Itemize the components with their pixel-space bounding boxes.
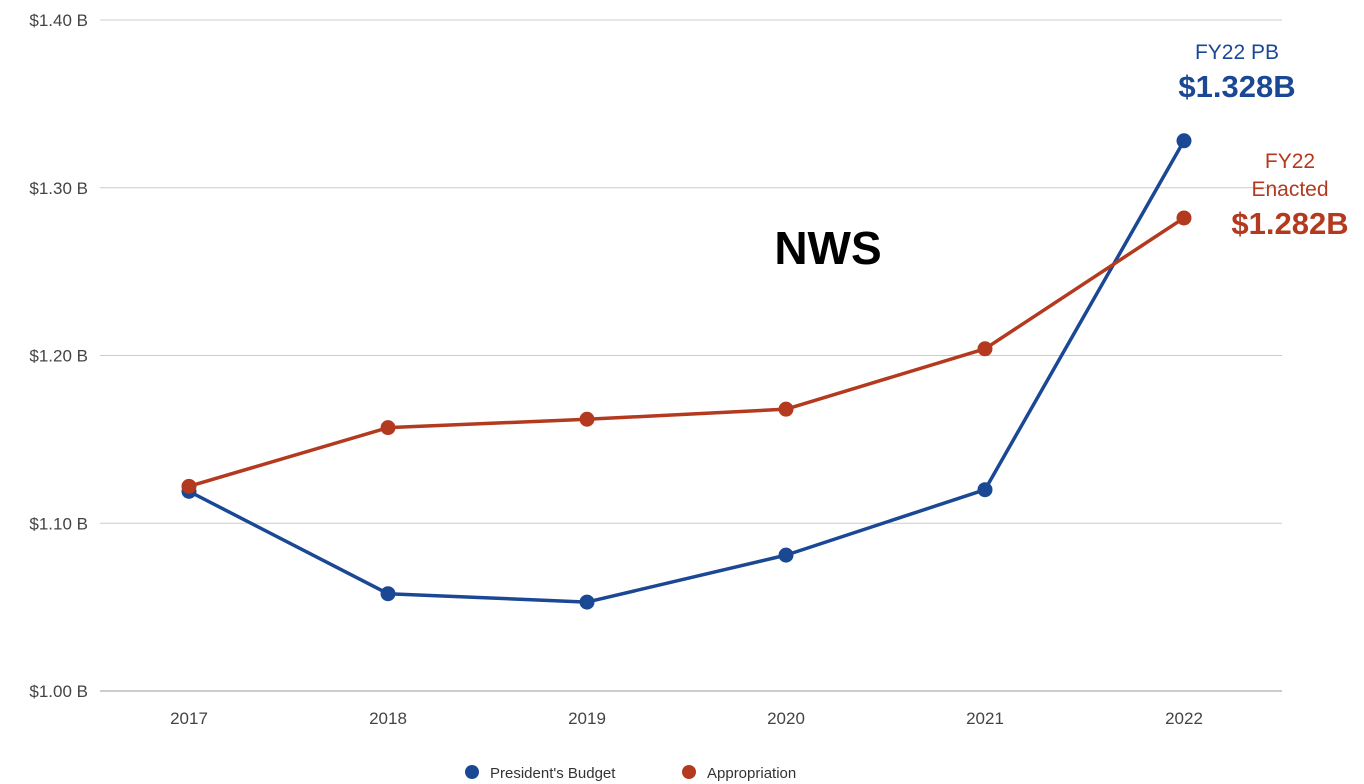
- x-axis: 2017 2018 2019 2020 2021 2022: [170, 709, 1203, 728]
- annotation-enacted-label-2: Enacted: [1251, 178, 1328, 201]
- data-point-appropriation: [1176, 210, 1192, 226]
- series-layer: [181, 133, 1192, 610]
- annotation-enacted: FY22 Enacted $1.282B: [1231, 150, 1348, 241]
- annotation-pb-label: FY22 PB: [1195, 41, 1279, 64]
- data-point-appropriation: [778, 401, 794, 417]
- annotation-pb: FY22 PB $1.328B: [1178, 41, 1295, 104]
- data-point-presidents-budget: [579, 594, 595, 610]
- legend-item-presidents-budget: President's Budget: [465, 765, 616, 782]
- chart-title: NWS: [774, 222, 881, 274]
- x-tick-label: 2019: [568, 709, 606, 728]
- legend-label-appropriation: Appropriation: [707, 765, 796, 782]
- data-point-appropriation: [181, 478, 197, 494]
- y-tick-label: $1.40 B: [29, 11, 88, 30]
- legend-marker-appropriation: [682, 765, 696, 779]
- series-line-appropriation: [187, 216, 1186, 489]
- x-tick-label: 2018: [369, 709, 407, 728]
- x-tick-label: 2017: [170, 709, 208, 728]
- annotation-pb-value: $1.328B: [1178, 69, 1295, 104]
- legend-label-presidents-budget: President's Budget: [490, 765, 616, 782]
- y-tick-label: $1.20 B: [29, 347, 88, 366]
- annotation-enacted-label-1: FY22: [1265, 150, 1315, 173]
- data-point-presidents-budget: [1176, 133, 1192, 149]
- data-point-appropriation: [380, 420, 396, 436]
- y-tick-label: $1.10 B: [29, 514, 88, 533]
- y-tick-label: $1.30 B: [29, 179, 88, 198]
- data-point-appropriation: [579, 411, 595, 427]
- annotation-enacted-value: $1.282B: [1231, 206, 1348, 241]
- y-tick-label: $1.00 B: [29, 682, 88, 701]
- x-tick-label: 2022: [1165, 709, 1203, 728]
- series-line-presidents-budget: [187, 139, 1186, 604]
- x-tick-label: 2021: [966, 709, 1004, 728]
- data-point-presidents-budget: [977, 482, 993, 498]
- data-point-presidents-budget: [778, 547, 794, 563]
- x-tick-label: 2020: [767, 709, 805, 728]
- y-axis: $1.00 B $1.10 B $1.20 B $1.30 B $1.40 B: [29, 11, 88, 701]
- legend: President's Budget Appropriation: [465, 765, 796, 782]
- data-point-appropriation: [977, 341, 993, 357]
- grid: [100, 19, 1282, 692]
- legend-marker-presidents-budget: [465, 765, 479, 779]
- legend-item-appropriation: Appropriation: [682, 765, 796, 782]
- data-point-presidents-budget: [380, 586, 396, 602]
